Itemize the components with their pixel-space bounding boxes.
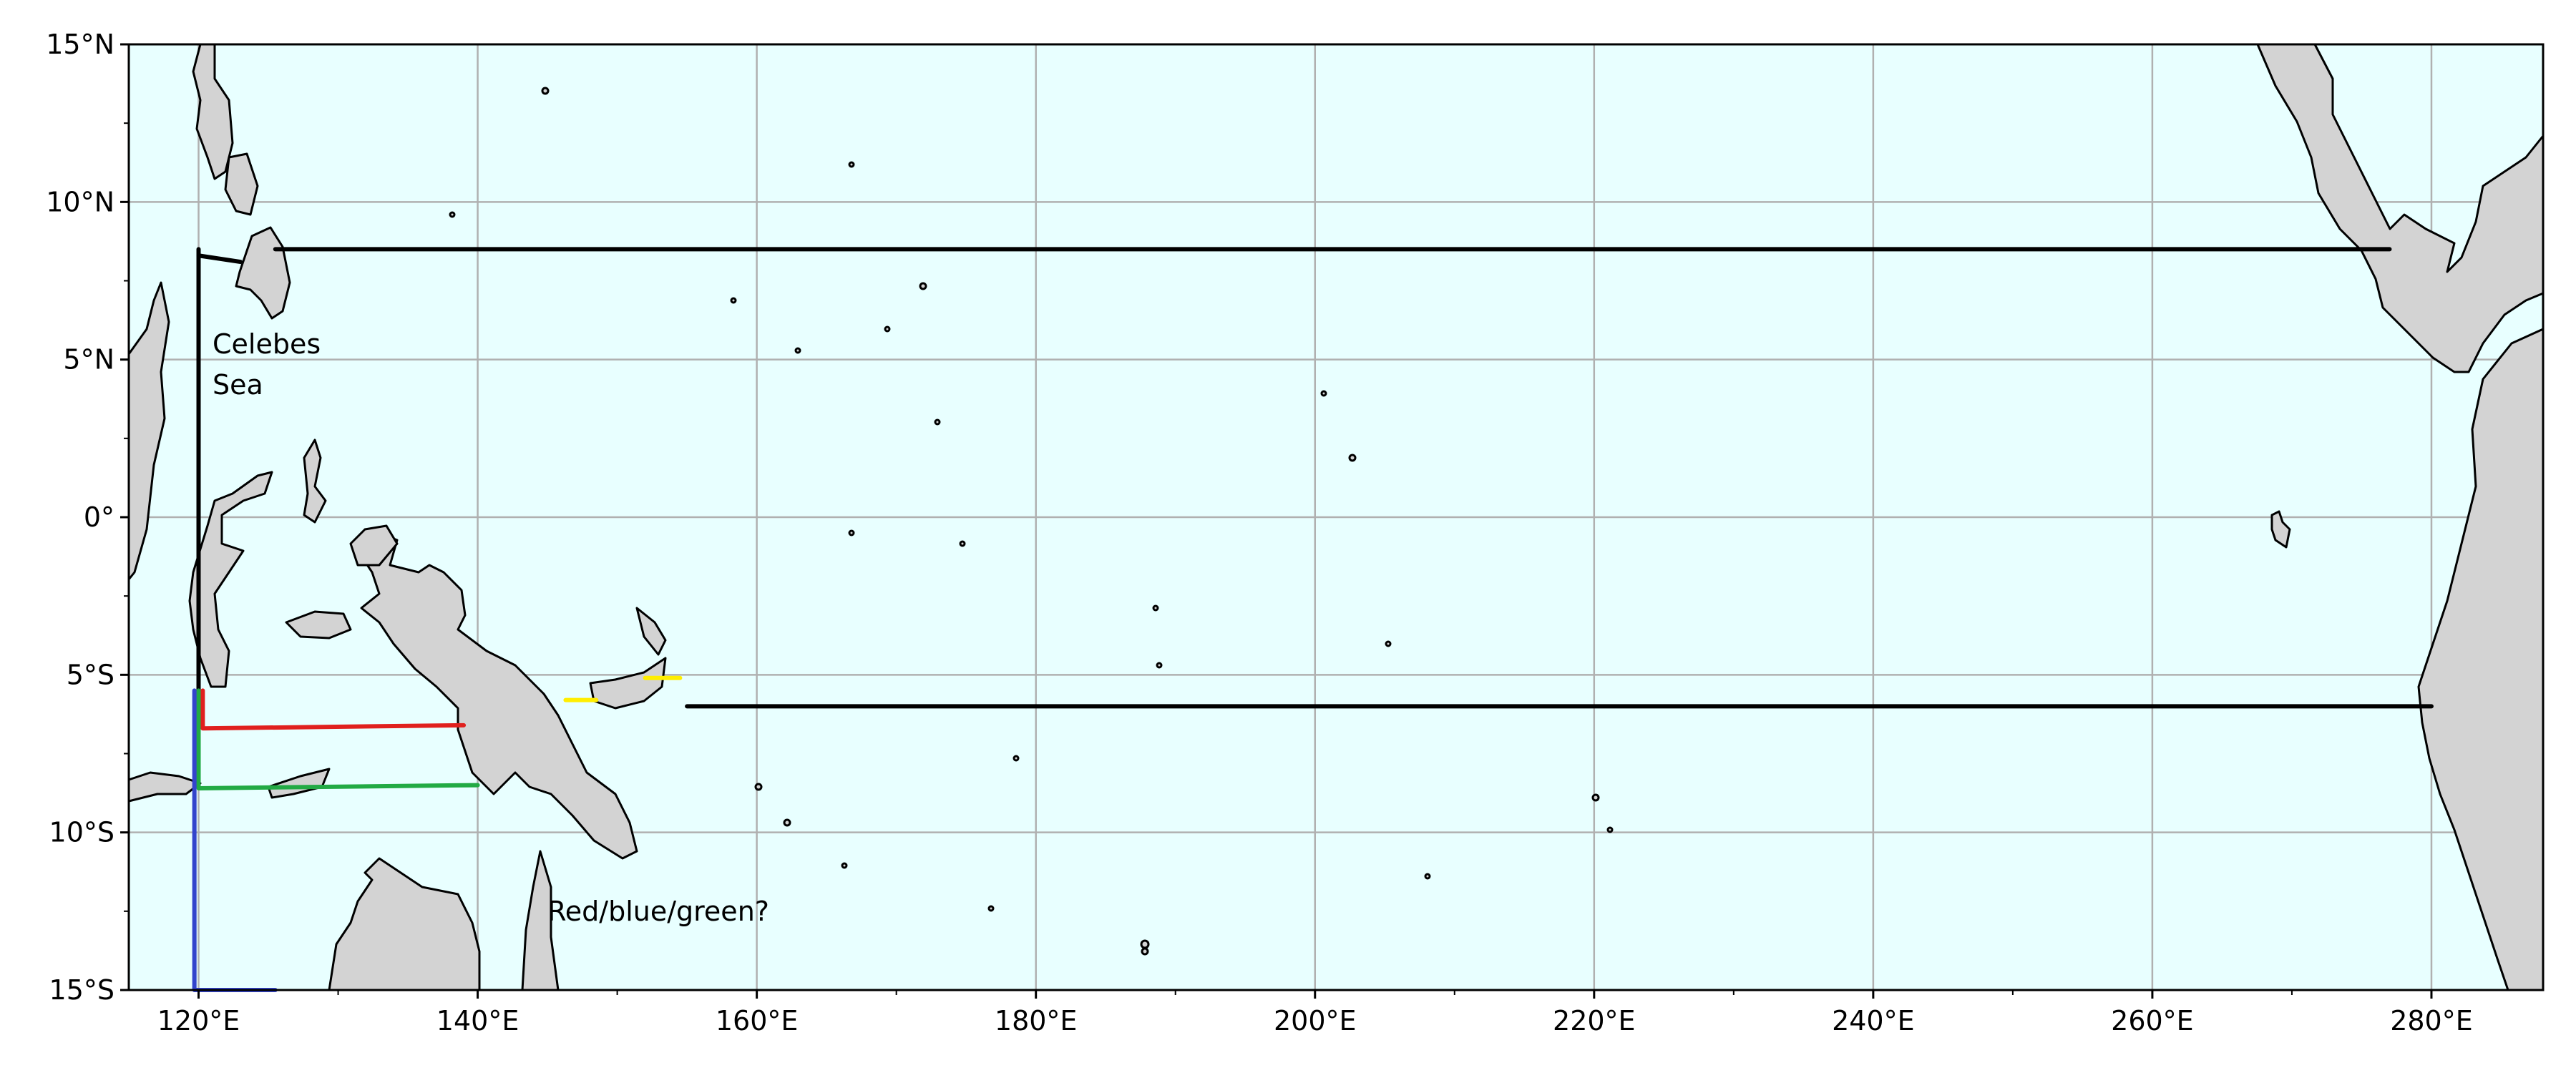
x-tick-label: 120°E (157, 1005, 240, 1037)
islet-10 (959, 540, 966, 547)
islet-9 (848, 529, 855, 536)
land-visayas (224, 152, 259, 216)
land-new-guinea (356, 531, 638, 860)
transect-lines (192, 247, 2434, 992)
y-tick-label: 5°S (67, 659, 114, 690)
annotations: Celebes Sea Red/blue/green? (213, 328, 769, 927)
islet-2 (449, 211, 456, 218)
annotation-celebes-1: Celebes (213, 328, 321, 360)
islet-15 (1591, 793, 1600, 802)
islet-3 (848, 161, 855, 168)
islet-19 (1141, 947, 1149, 956)
x-tick-label: 140°E (436, 1005, 519, 1037)
islet-8 (934, 418, 941, 426)
islet-5 (884, 325, 891, 333)
islet-20 (1013, 755, 1020, 762)
islet-16 (1606, 826, 1614, 833)
land-new-ireland (635, 607, 667, 656)
land-halmahera (303, 438, 327, 524)
islet-14 (1385, 640, 1392, 647)
islet-25 (1140, 939, 1150, 949)
islet-13 (1152, 604, 1159, 612)
islet-18 (987, 905, 995, 912)
y-tick-label: 5°N (63, 344, 114, 376)
y-tick-label: 10°S (49, 817, 114, 848)
land-new-britain (589, 657, 667, 710)
x-tick-label: 280°E (2390, 1005, 2473, 1037)
islet-12 (1348, 454, 1357, 462)
x-tick-label: 180°E (995, 1005, 1078, 1037)
land-borneo (127, 281, 170, 581)
islet-23 (754, 783, 763, 791)
section-north-hook (196, 253, 243, 265)
land-cape-york (521, 850, 560, 991)
x-tick-label: 160°E (716, 1005, 799, 1037)
land-seram (285, 610, 352, 640)
y-tick-label: 15°S (49, 974, 114, 1006)
islet-11 (1320, 390, 1327, 397)
annotation-question: Red/blue/green? (547, 896, 769, 927)
y-tick-label: 10°N (46, 186, 114, 217)
land-galapagos (2270, 510, 2291, 549)
islet-17 (1424, 873, 1431, 880)
islet-1 (541, 87, 550, 95)
islet-7 (794, 347, 801, 354)
land-sulawesi (188, 471, 273, 688)
x-tick-label: 200°E (1274, 1005, 1357, 1037)
islet-24 (783, 818, 791, 827)
gridlines (129, 44, 2543, 990)
annotation-celebes-2: Sea (213, 369, 263, 401)
islet-22 (841, 862, 848, 869)
y-tick-label: 0° (84, 501, 114, 533)
section-green (196, 688, 480, 790)
y-tick-label: 15°N (46, 29, 114, 60)
axis-ticks: 120°E 140°E 160°E 180°E 200°E 220°E 240°E 260°E… (46, 29, 2473, 1037)
x-tick-label: 240°E (1832, 1005, 1915, 1037)
islet-6 (919, 282, 927, 290)
land-south-america (2417, 328, 2545, 991)
islet-21 (1156, 662, 1163, 669)
x-tick-label: 220°E (1553, 1005, 1636, 1037)
land-australia-arnhem (328, 857, 481, 991)
islet-4 (730, 297, 737, 304)
section-red (200, 688, 467, 731)
land-birds-head (349, 524, 399, 567)
land-philippines-north (192, 43, 234, 180)
x-tick-label: 260°E (2111, 1005, 2194, 1037)
land-masses (127, 43, 2545, 991)
